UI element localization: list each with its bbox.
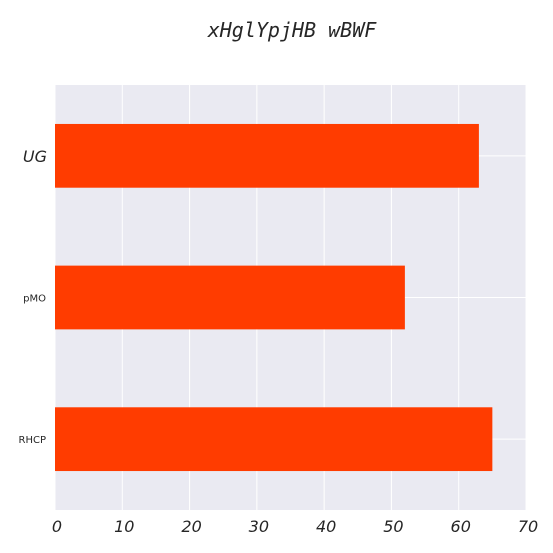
x-tick-label-30: 30 [249,517,269,536]
x-tick-label-70: 70 [518,517,538,536]
bars [55,123,493,472]
x-tick-label-50: 50 [383,517,403,536]
x-tick-label-0: 0 [52,517,62,536]
bar-UG [55,123,479,188]
x-tick-label-20: 20 [181,517,201,536]
x-tick-label-10: 10 [114,517,134,536]
y-tick-label-RHCP: RHCP [19,435,46,446]
x-tick-label-60: 60 [451,517,471,536]
x-axis-tick-labels: 0 10 20 30 40 50 60 70 [52,517,538,536]
chart-title: xHglYpjHB wBWF [207,18,378,42]
y-tick-label-pMO: pMO [23,294,46,305]
y-axis-tick-labels: UG pMO RHCP [19,147,47,446]
x-tick-label-40: 40 [316,517,336,536]
bar-RHCP [55,407,493,472]
y-tick-label-UG: UG [23,147,47,166]
bar-pMO [55,265,405,330]
